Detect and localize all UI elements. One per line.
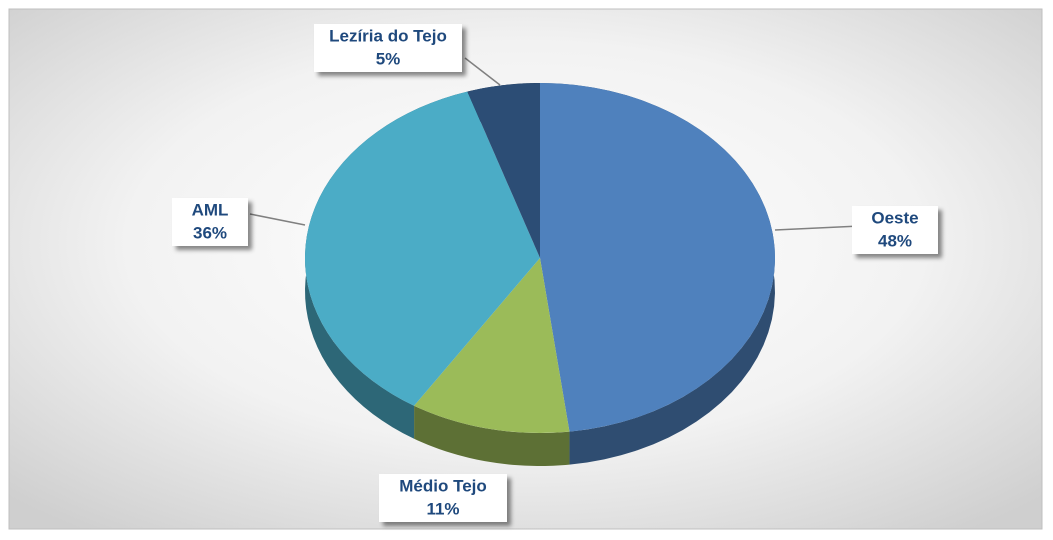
leader-line [774,225,861,231]
value-label: 11% [426,499,459,518]
slice [467,83,540,258]
value-label: 5% [376,49,401,68]
leader-line [249,213,306,226]
category-label: Lezíria do Tejo [329,26,447,45]
label-box [852,206,938,254]
leader-line [464,57,501,86]
pie-tops [305,83,776,433]
value-label: 36% [193,223,227,242]
label-box [314,24,462,72]
data-labels: Oeste 48% Médio Tejo 11% AML 36% Lezíria do Te… [172,24,938,522]
category-label: Médio Tejo [399,476,487,495]
slice-side [414,405,570,466]
slice [540,83,776,432]
category-label: Oeste [871,208,918,227]
label-box [379,474,507,522]
slice [305,91,540,406]
slice [414,258,570,433]
label-box [172,198,248,246]
category-label: AML [192,200,229,219]
value-label: 48% [878,231,912,250]
